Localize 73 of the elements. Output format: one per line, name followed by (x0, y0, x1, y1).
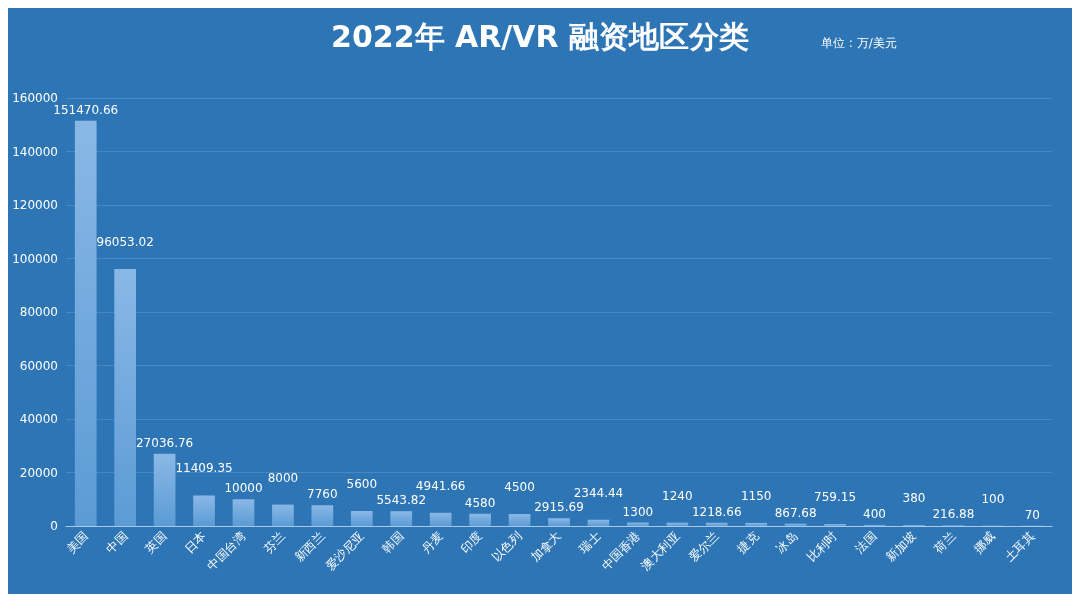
bar (548, 518, 570, 526)
bar (824, 523, 846, 526)
bar (272, 504, 294, 526)
data-label: 1300 (622, 504, 654, 519)
data-label: 100 (981, 491, 1005, 506)
bar (745, 522, 768, 526)
x-tick-label: 丹麦 (418, 529, 446, 556)
x-tick-label: 冰岛 (773, 529, 801, 556)
data-label: 380 (902, 490, 926, 505)
y-tick-label: 120000 (12, 198, 58, 212)
data-label: 5600 (346, 477, 378, 492)
data-label: 96053.02 (96, 235, 154, 250)
x-tick-label: 爱尔兰 (686, 529, 722, 565)
y-tick-label: 0 (50, 519, 58, 533)
x-tick-label: 新加坡 (883, 529, 919, 565)
data-label: 11409.35 (175, 461, 233, 476)
x-tick-label: 挪威 (970, 529, 998, 556)
bar (587, 519, 610, 526)
data-label: 1150 (740, 488, 772, 503)
bar (153, 453, 176, 526)
x-tick-label: 法国 (852, 529, 880, 556)
bar (390, 511, 413, 526)
bar (666, 522, 689, 526)
bar (193, 495, 215, 526)
data-label: 1218.66 (691, 504, 742, 519)
x-tick-label: 土耳其 (1001, 529, 1038, 565)
bar (508, 513, 531, 526)
x-tick-label: 印度 (458, 529, 486, 556)
data-label: 759.15 (814, 489, 857, 504)
bar (311, 505, 334, 526)
x-tick-label: 荷兰 (931, 529, 959, 556)
data-label: 4580 (464, 495, 496, 510)
bar (232, 499, 255, 526)
y-tick-label: 20000 (19, 465, 58, 480)
x-tick-label: 以色列 (489, 529, 525, 565)
x-tick-label: 美国 (63, 529, 91, 556)
bar (74, 120, 97, 526)
chart-subtitle: 单位 : 万/美元 (821, 36, 897, 50)
x-tick-label: 中国 (103, 529, 131, 556)
data-label: 10000 (224, 481, 263, 496)
data-label: 4941.66 (415, 478, 466, 493)
bar (429, 512, 452, 526)
x-tick-label: 英国 (142, 529, 170, 556)
x-tick-label: 芬兰 (261, 529, 288, 556)
bar (114, 269, 137, 526)
bar (469, 513, 491, 526)
data-label: 8000 (267, 470, 299, 485)
x-tick-label: 比利时 (804, 529, 841, 565)
data-label: 5543.82 (376, 493, 427, 508)
y-tick-label: 160000 (12, 91, 58, 105)
y-tick-label: 60000 (19, 358, 58, 373)
data-label: 1240 (662, 488, 693, 503)
x-tick-label: 捷克 (734, 529, 762, 556)
data-label: 7760 (307, 487, 338, 502)
y-tick-label: 40000 (19, 412, 58, 426)
x-tick-label: 加拿大 (528, 529, 564, 565)
data-label: 27036.76 (135, 435, 194, 450)
data-label: 400 (863, 506, 886, 521)
data-label: 4500 (504, 479, 535, 494)
y-tick-label: 140000 (12, 144, 58, 159)
data-label: 151470.66 (53, 102, 119, 117)
x-tick-label: 韩国 (379, 529, 407, 556)
data-label: 2344.44 (573, 485, 624, 500)
data-label: 216.88 (932, 507, 975, 522)
bar (350, 511, 373, 526)
data-label: 867.68 (774, 505, 817, 520)
x-tick-label: 瑞士 (576, 529, 604, 556)
y-tick-label: 80000 (19, 305, 58, 319)
data-label: 70 (1024, 507, 1040, 522)
bar (705, 522, 728, 526)
y-tick-label: 100000 (12, 251, 58, 266)
chart-title: 2022年 AR/VR 融资地区分类 (331, 18, 749, 54)
data-label: 2915.69 (534, 500, 584, 515)
